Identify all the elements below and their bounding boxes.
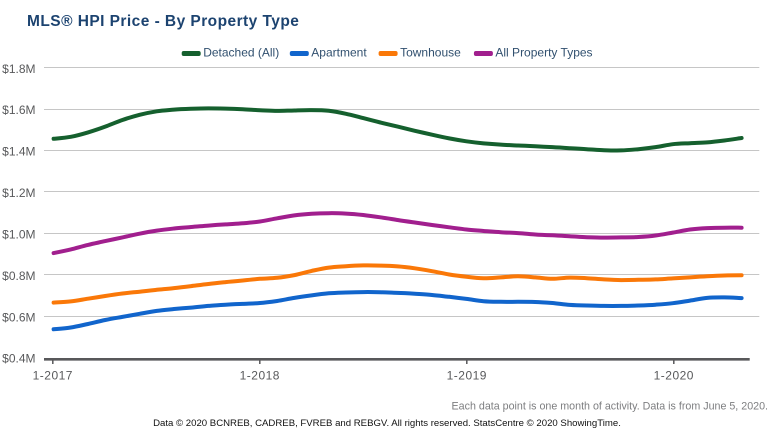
svg-text:All Property Types: All Property Types — [495, 46, 592, 60]
svg-text:$0.4M: $0.4M — [2, 352, 35, 366]
svg-text:$1.0M: $1.0M — [2, 227, 35, 241]
svg-text:Townhouse: Townhouse — [400, 46, 461, 60]
svg-text:$1.4M: $1.4M — [2, 145, 35, 159]
svg-text:1-2017: 1-2017 — [33, 369, 73, 383]
svg-text:1-2019: 1-2019 — [447, 369, 487, 383]
svg-text:$1.2M: $1.2M — [2, 186, 35, 200]
svg-text:Data © 2020 BCNREB, CADREB, FV: Data © 2020 BCNREB, CADREB, FVREB and RE… — [153, 418, 621, 429]
svg-text:$1.8M: $1.8M — [2, 62, 35, 76]
svg-text:Detached (All): Detached (All) — [203, 46, 279, 60]
svg-text:Apartment: Apartment — [311, 46, 367, 60]
svg-text:1-2020: 1-2020 — [654, 369, 694, 383]
svg-text:$1.6M: $1.6M — [2, 103, 35, 117]
svg-text:1-2018: 1-2018 — [240, 369, 280, 383]
svg-text:$0.8M: $0.8M — [2, 269, 35, 283]
svg-text:Each data point is one month o: Each data point is one month of activity… — [452, 400, 768, 412]
svg-text:MLS® HPI Price - By Property T: MLS® HPI Price - By Property Type — [27, 13, 299, 30]
svg-text:$0.6M: $0.6M — [2, 310, 35, 324]
